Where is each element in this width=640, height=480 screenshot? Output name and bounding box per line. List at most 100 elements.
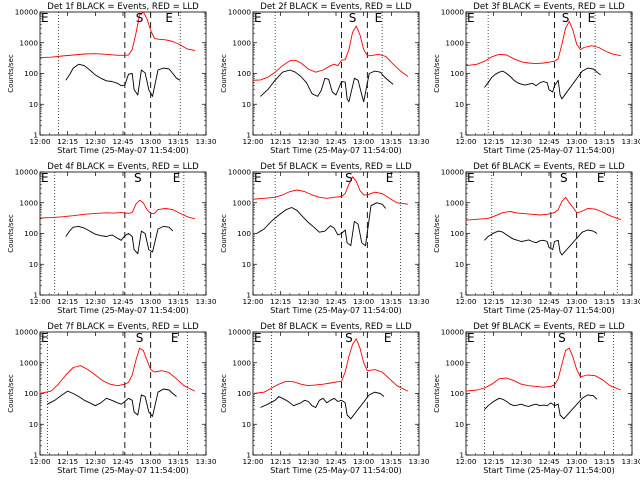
x-tick-label: 12:30 — [511, 457, 532, 466]
x-tick-label: 12:45 — [538, 297, 559, 306]
detector-panel-9: Det 9f BLACK = Events, RED = LLD 1 10 100 10… — [426, 320, 640, 480]
y-tick-label: 1000 — [19, 358, 38, 367]
y-tick-label: 100 — [237, 389, 251, 398]
plot-frame — [465, 171, 633, 296]
x-axis-label: Start Time (25-May-07 11:54:00) — [57, 306, 188, 315]
x-tick-label: 13:15 — [381, 297, 402, 306]
x-tick-label: 12:30 — [298, 137, 319, 146]
x-tick-label: 13:30 — [195, 457, 216, 466]
x-tick-label: 12:15 — [270, 457, 291, 466]
x-tick-label: 12:15 — [270, 137, 291, 146]
x-tick-label: 13:30 — [408, 297, 429, 306]
end-marker-label: E — [597, 331, 605, 345]
detector-chart-2: Det 2f BLACK = Events, RED = LLD 1 10 100 10… — [220, 2, 430, 155]
x-tick-label: 12:15 — [57, 137, 78, 146]
y-axis-label: Counts/sec — [433, 214, 441, 253]
lld-series-line — [465, 20, 621, 67]
x-tick-label: 12:45 — [325, 137, 346, 146]
plot-frame — [465, 11, 633, 136]
x-tick-label: 13:15 — [594, 457, 615, 466]
detector-panel-3: Det 3f BLACK = Events, RED = LLD 1 10 100 10… — [426, 0, 640, 160]
y-tick-label: 1000 — [445, 38, 464, 47]
y-tick-label: 1000 — [232, 358, 251, 367]
y-tick-label: 1 — [33, 131, 38, 140]
events-series-line — [484, 394, 598, 420]
y-tick-label: 1000 — [445, 358, 464, 367]
y-tick-label: 100 — [450, 229, 464, 238]
start-marker-label: S — [349, 11, 357, 25]
chart-title: Det 6f BLACK = Events, RED = LLD — [473, 162, 625, 172]
y-axis-label: Counts/sec — [220, 374, 228, 413]
y-tick-label: 10000 — [441, 328, 465, 337]
x-tick-label: 12:45 — [538, 137, 559, 146]
x-tick-label: 13:00 — [566, 457, 587, 466]
y-tick-label: 1 — [33, 451, 38, 460]
x-tick-label: 13:00 — [353, 457, 374, 466]
x-tick-label: 12:00 — [455, 137, 476, 146]
left-edge-marker: E — [467, 171, 475, 185]
x-tick-label: 12:30 — [298, 297, 319, 306]
start-marker-label: S — [560, 171, 568, 185]
lld-series-line — [465, 196, 622, 221]
start-marker-label: S — [134, 171, 142, 185]
x-tick-label: 12:15 — [483, 297, 504, 306]
left-edge-marker: E — [41, 331, 49, 345]
x-tick-label: 12:00 — [242, 457, 263, 466]
y-tick-label: 1000 — [445, 198, 464, 207]
end-marker-label: E — [386, 171, 394, 185]
end-marker-label: E — [171, 331, 179, 345]
detector-chart-9: Det 9f BLACK = Events, RED = LLD 1 10 100 10… — [433, 322, 640, 475]
x-tick-label: 13:15 — [594, 137, 615, 146]
detector-panel-2: Det 2f BLACK = Events, RED = LLD 1 10 100 10… — [213, 0, 430, 160]
y-tick-label: 1 — [246, 451, 251, 460]
detector-chart-6: Det 6f BLACK = Events, RED = LLD 1 10 100 10… — [433, 162, 640, 315]
x-axis-label: Start Time (25-May-07 11:54:00) — [483, 306, 614, 315]
chart-title: Det 7f BLACK = Events, RED = LLD — [47, 322, 199, 332]
x-tick-label: 12:00 — [455, 457, 476, 466]
chart-title: Det 2f BLACK = Events, RED = LLD — [260, 2, 412, 12]
x-axis-label: Start Time (25-May-07 11:54:00) — [57, 146, 188, 155]
x-tick-label: 13:30 — [621, 297, 640, 306]
y-tick-label: 100 — [24, 229, 38, 238]
y-tick-label: 10 — [455, 260, 465, 269]
x-tick-label: 12:00 — [29, 137, 50, 146]
x-tick-label: 13:00 — [353, 297, 374, 306]
x-tick-label: 12:45 — [112, 137, 133, 146]
detector-panel-5: Det 5f BLACK = Events, RED = LLD 1 10 100 10… — [213, 160, 430, 320]
y-axis-label: Counts/sec — [7, 54, 15, 93]
start-marker-label: S — [345, 171, 353, 185]
plot-frame — [252, 11, 420, 136]
y-tick-label: 10 — [242, 260, 252, 269]
x-tick-label: 12:00 — [29, 297, 50, 306]
x-tick-label: 13:30 — [621, 137, 640, 146]
x-tick-label: 12:15 — [270, 297, 291, 306]
x-tick-label: 12:00 — [29, 457, 50, 466]
detector-chart-3: Det 3f BLACK = Events, RED = LLD 1 10 100 10… — [433, 2, 640, 155]
end-marker-label: E — [384, 331, 392, 345]
start-marker-label: S — [558, 331, 566, 345]
plot-frame — [39, 171, 207, 296]
y-axis-label: Counts/sec — [433, 54, 441, 93]
left-edge-marker: E — [254, 171, 262, 185]
detector-panel-1: Det 1f BLACK = Events, RED = LLD 1 10 100 10… — [0, 0, 217, 160]
x-tick-label: 13:15 — [381, 137, 402, 146]
x-tick-label: 13:15 — [168, 457, 189, 466]
left-edge-marker: E — [41, 171, 49, 185]
x-tick-label: 13:15 — [168, 137, 189, 146]
x-tick-label: 12:00 — [242, 137, 263, 146]
y-tick-label: 10000 — [15, 328, 39, 337]
x-tick-label: 13:30 — [195, 137, 216, 146]
x-tick-label: 12:30 — [511, 137, 532, 146]
end-marker-label: E — [588, 11, 596, 25]
x-tick-label: 12:15 — [57, 457, 78, 466]
left-edge-marker: E — [254, 331, 262, 345]
chart-title: Det 3f BLACK = Events, RED = LLD — [473, 2, 625, 12]
x-tick-label: 13:15 — [168, 297, 189, 306]
x-tick-label: 13:00 — [353, 137, 374, 146]
y-tick-label: 1000 — [232, 38, 251, 47]
lld-series-line — [252, 338, 409, 394]
x-tick-label: 12:30 — [298, 457, 319, 466]
y-tick-label: 10 — [242, 420, 252, 429]
y-tick-label: 10 — [29, 260, 39, 269]
